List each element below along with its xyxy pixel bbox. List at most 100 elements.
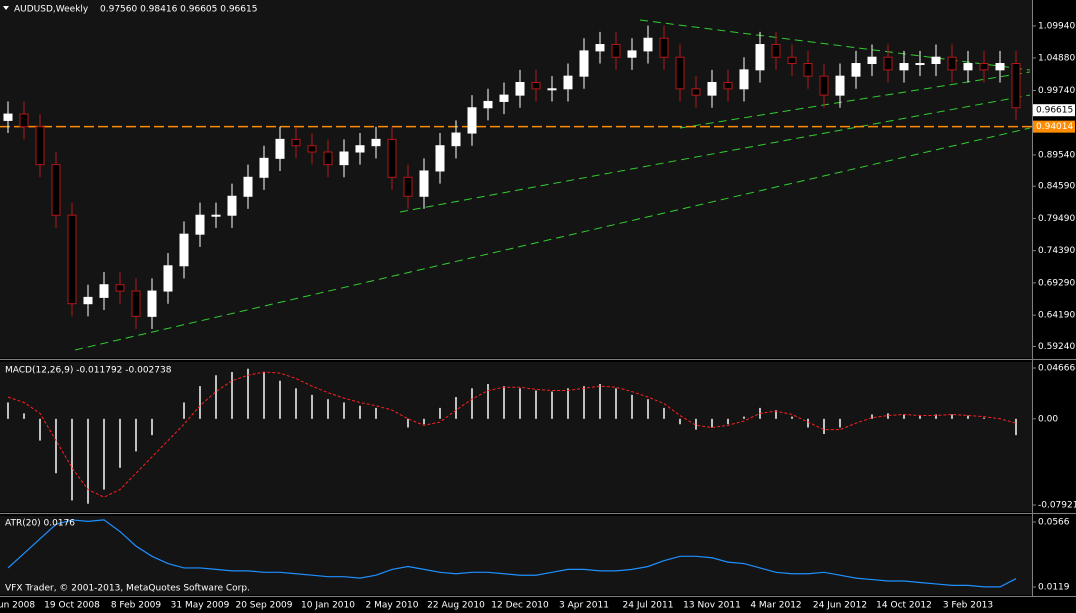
candle-body [819, 75, 829, 96]
level-label: 0.94014 [1036, 122, 1073, 132]
x-tick-label: 31 May 2009 [171, 601, 230, 611]
candle-body [771, 44, 781, 58]
y-tick-label: 0.69290 [1038, 278, 1075, 288]
candle-body [627, 50, 637, 58]
candle-body [755, 44, 765, 71]
candle-body [483, 100, 493, 109]
y-tick-label: 0.74390 [1038, 246, 1075, 256]
candle-body [147, 290, 157, 317]
x-tick-label: 24 Jul 2011 [623, 601, 674, 611]
candle-body [163, 265, 173, 292]
candle-body [339, 151, 349, 166]
candle-body [275, 138, 285, 159]
candle-body [307, 145, 317, 153]
candle-body [947, 56, 957, 71]
x-tick-label: 3 Apr 2011 [559, 601, 609, 611]
x-tick-label: 4 Mar 2012 [750, 601, 801, 611]
candle-body [851, 63, 861, 77]
x-tick-label: 22 Aug 2010 [427, 601, 485, 611]
candle-body [387, 138, 397, 178]
x-tick-label: 13 Nov 2011 [683, 601, 741, 611]
candle-body [787, 56, 797, 65]
level-label-bg [1033, 120, 1075, 133]
footer: VFX Trader, © 2001-2013, MetaQuotes Soft… [5, 584, 250, 594]
last-price-label: 0.96615 [1036, 106, 1073, 116]
candle-body [707, 81, 717, 96]
candle-body [883, 56, 893, 71]
candle-body [563, 75, 573, 90]
candle-body [899, 63, 909, 71]
candle-body [259, 157, 269, 178]
candle-body [1011, 63, 1021, 109]
candle-body [499, 94, 509, 102]
menu-arrow [3, 6, 9, 10]
candle-body [99, 284, 109, 298]
candle-body [515, 81, 525, 96]
y-tick-label: 0.0566 [1038, 517, 1070, 527]
candle-body [915, 63, 925, 66]
y-tick-label: 0.00 [1038, 414, 1058, 424]
candle-body [531, 81, 541, 90]
x-tick-label: 8 Feb 2009 [111, 601, 162, 611]
y-tick-label: -0.079211 [1038, 501, 1076, 511]
x-tick-label: 19 Oct 2008 [44, 601, 100, 611]
x-tick-label: 29 Jun 2008 [0, 601, 35, 611]
candle-body [467, 107, 477, 134]
candle-body [995, 63, 1005, 71]
candle-body [931, 56, 941, 65]
candle-body [739, 69, 749, 90]
y-tick-label: 0.79490 [1038, 214, 1075, 224]
candle-body [195, 214, 205, 235]
candle-body [355, 145, 365, 153]
y-tick-label: 0.64190 [1038, 311, 1075, 321]
x-tick-label: 2 May 2010 [366, 601, 419, 611]
y-tick-label: 0.046668 [1038, 363, 1076, 373]
candle-body [291, 138, 301, 147]
candle-body [371, 138, 381, 147]
candle-body [723, 81, 733, 90]
candle-body [419, 170, 429, 197]
candle-body [835, 75, 845, 96]
price-panel [0, 0, 1032, 358]
signal-line [7, 371, 1017, 498]
atr-title: ATR(20) 0.0176 [5, 519, 75, 529]
y-tick-label: 0.84590 [1038, 182, 1075, 192]
candle-body [643, 37, 653, 52]
candle-body [19, 113, 29, 128]
candle-body [179, 233, 189, 267]
macd-panel [0, 362, 1032, 512]
candle-body [435, 145, 445, 172]
candle-body [403, 176, 413, 197]
candle-body [323, 151, 333, 166]
candle-body [67, 214, 77, 305]
candle-body [131, 290, 141, 317]
atr-panel [0, 516, 1032, 595]
candle-body [451, 132, 461, 147]
x-tick-label: 10 Jan 2010 [301, 601, 355, 611]
last-price-bg [1033, 104, 1075, 117]
candle-body [579, 50, 589, 77]
candle-body [83, 296, 93, 305]
candle-body [803, 63, 813, 77]
candle-body [3, 113, 13, 121]
candle-body [211, 214, 221, 217]
candle-body [35, 126, 45, 166]
x-tick-label: 20 Sep 2009 [235, 601, 292, 611]
y-tick-label: 0.0119 [1038, 582, 1070, 592]
x-tick-label: 3 Feb 2013 [943, 601, 993, 611]
candle-body [611, 44, 621, 58]
candle-body [867, 56, 877, 65]
x-tick-label: 12 Dec 2010 [491, 601, 549, 611]
x-tick-label: 14 Oct 2012 [876, 601, 932, 611]
candle-body [595, 44, 605, 52]
candle-body [227, 195, 237, 216]
candle-body [115, 284, 125, 292]
macd-title: MACD(12,26,9) -0.011792 -0.002738 [5, 366, 172, 376]
candle-body [979, 63, 989, 71]
candle-body [659, 37, 669, 58]
y-tick-label: 1.09940 [1038, 21, 1075, 31]
y-tick-label: 0.99740 [1038, 86, 1075, 96]
marks: 1.09940 1.04880 0.99740 0.89540 0.84590 0.794… [0, 21, 1076, 611]
ohlc-readout: 0.97560 0.98416 0.96605 0.96615 [100, 5, 257, 15]
